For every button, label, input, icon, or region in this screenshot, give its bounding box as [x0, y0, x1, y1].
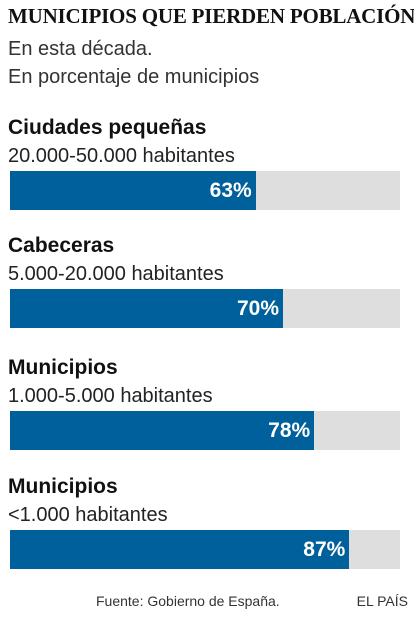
bar-value-label: 87%: [303, 537, 346, 561]
bar-fill: 87%: [10, 530, 350, 569]
chart-title: MUNICIPIOS QUE PIERDEN POBLACIÓN: [8, 4, 414, 28]
bar-group: Ciudades pequeñas 20.000-50.000 habitant…: [0, 116, 414, 236]
bar-fill: 63%: [10, 171, 256, 210]
category-range: 1.000-5.000 habitantes: [8, 385, 213, 407]
source-note: Fuente: Gobierno de España.: [96, 593, 280, 609]
bar-track: 70%: [10, 289, 400, 328]
bar-fill: 78%: [10, 411, 315, 450]
chart-subtitle-line-1: En esta década.: [8, 38, 153, 60]
category-name: Ciudades pequeñas: [8, 116, 207, 139]
chart-subtitle-line-2: En porcentaje de municipios: [8, 66, 260, 88]
category-range: 20.000-50.000 habitantes: [8, 145, 235, 167]
category-range: 5.000-20.000 habitantes: [8, 263, 224, 285]
bar-group: Municipios <1.000 habitantes 87%: [0, 475, 414, 595]
bar-track: 87%: [10, 530, 400, 569]
category-name: Cabeceras: [8, 234, 115, 257]
bar-value-label: 63%: [209, 178, 252, 202]
bar-track: 63%: [10, 171, 400, 210]
category-name: Municipios: [8, 356, 118, 379]
bar-value-label: 78%: [268, 418, 311, 442]
category-name: Municipios: [8, 475, 118, 498]
bar-fill: 70%: [10, 289, 283, 328]
bar-group: Municipios 1.000-5.000 habitantes 78%: [0, 356, 414, 476]
brand-logo-text: EL PAÍS: [356, 593, 408, 609]
bar-group: Cabeceras 5.000-20.000 habitantes 70%: [0, 234, 414, 354]
bar-value-label: 70%: [236, 296, 279, 320]
bar-track: 78%: [10, 411, 400, 450]
category-range: <1.000 habitantes: [8, 504, 168, 526]
